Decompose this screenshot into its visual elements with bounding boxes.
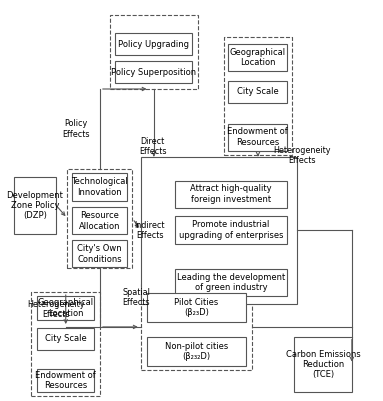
Text: Geographical
Location: Geographical Location [37, 298, 93, 318]
FancyBboxPatch shape [31, 292, 100, 396]
Text: Heterogeneity
Effects: Heterogeneity Effects [273, 146, 331, 165]
FancyBboxPatch shape [72, 207, 127, 234]
Text: Development
Zone Policy
(DZP): Development Zone Policy (DZP) [7, 190, 63, 221]
Text: Promote industrial
upgrading of enterprises: Promote industrial upgrading of enterpri… [178, 220, 283, 240]
FancyBboxPatch shape [147, 293, 246, 322]
FancyBboxPatch shape [36, 369, 94, 393]
FancyBboxPatch shape [72, 173, 127, 200]
FancyBboxPatch shape [224, 37, 292, 155]
Text: Pilot Cities
(β₂₃D): Pilot Cities (β₂₃D) [174, 298, 219, 317]
FancyBboxPatch shape [36, 296, 94, 320]
Text: Geographical
Location: Geographical Location [229, 48, 286, 67]
FancyBboxPatch shape [115, 61, 192, 83]
FancyBboxPatch shape [228, 124, 287, 151]
FancyBboxPatch shape [110, 15, 198, 89]
Text: Policy Upgrading: Policy Upgrading [118, 40, 189, 49]
Text: Attract high-quality
foreign investment: Attract high-quality foreign investment [190, 184, 272, 204]
Text: Leading the development
of green industry: Leading the development of green industr… [177, 273, 285, 292]
FancyBboxPatch shape [175, 269, 287, 296]
FancyBboxPatch shape [141, 284, 252, 370]
FancyBboxPatch shape [115, 33, 192, 55]
Text: Direct
Effects: Direct Effects [139, 137, 166, 156]
Text: Endowment of
Resources: Endowment of Resources [35, 371, 96, 390]
Text: Policy Superposition: Policy Superposition [111, 68, 196, 77]
FancyBboxPatch shape [175, 217, 287, 243]
FancyBboxPatch shape [67, 169, 133, 268]
FancyBboxPatch shape [72, 240, 127, 267]
FancyBboxPatch shape [13, 176, 56, 234]
FancyBboxPatch shape [141, 157, 297, 304]
Text: City Scale: City Scale [44, 334, 86, 343]
Text: Technological
Innovation: Technological Innovation [71, 177, 128, 196]
Text: City Scale: City Scale [237, 87, 278, 97]
FancyBboxPatch shape [228, 81, 287, 103]
Text: Non-pilot cities
(β₂₃₂D): Non-pilot cities (β₂₃₂D) [165, 342, 228, 361]
Text: City's Own
Conditions: City's Own Conditions [77, 244, 122, 263]
Text: Resource
Allocation: Resource Allocation [79, 211, 120, 231]
Text: Heterogeneity
Effects: Heterogeneity Effects [28, 300, 85, 319]
FancyBboxPatch shape [170, 162, 292, 299]
FancyBboxPatch shape [175, 180, 287, 208]
Text: Carbon Emissions
Reduction
(TCE): Carbon Emissions Reduction (TCE) [286, 350, 360, 379]
FancyBboxPatch shape [36, 328, 94, 350]
Text: Spatial
Effects: Spatial Effects [122, 288, 150, 307]
FancyBboxPatch shape [228, 44, 287, 71]
FancyBboxPatch shape [294, 337, 352, 393]
FancyBboxPatch shape [147, 337, 246, 366]
Text: Policy
Effects: Policy Effects [62, 119, 90, 138]
Text: Endowment of
Resources: Endowment of Resources [227, 128, 288, 147]
Text: Indirect
Effects: Indirect Effects [135, 221, 165, 240]
